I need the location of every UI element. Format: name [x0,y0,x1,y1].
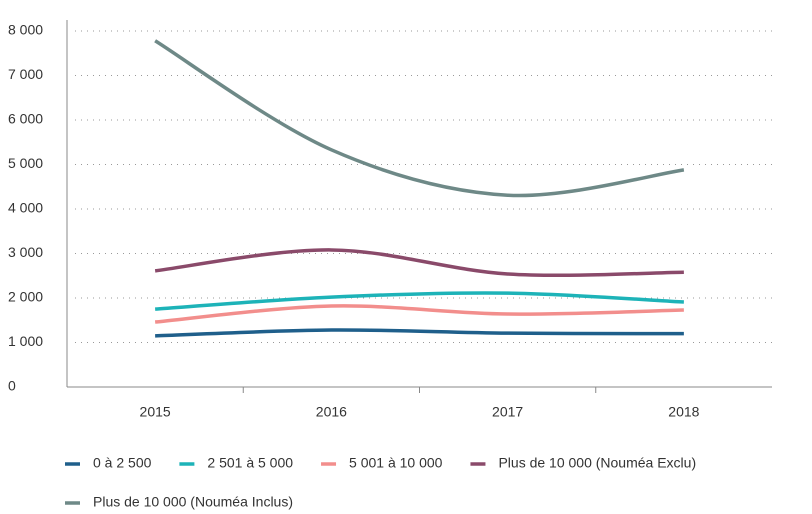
series-line [154,304,684,324]
legend-label: 0 à 2 500 [93,455,152,471]
x-tick-label: 2018 [668,404,699,420]
series-line [154,248,684,278]
y-tick-label: 6 000 [8,111,43,127]
y-tick-label: 0 [8,378,16,394]
legend-label: Plus de 10 000 (Nouméa Inclus) [93,494,293,510]
x-tick-label: 2016 [316,404,347,420]
y-tick-label: 7 000 [8,66,43,82]
y-tick-label: 4 000 [8,200,43,216]
y-tick-label: 8 000 [8,22,43,38]
y-tick-label: 1 000 [8,333,43,349]
legend-label: 2 501 à 5 000 [207,455,293,471]
y-tick-label: 5 000 [8,155,43,171]
x-tick-label: 2015 [140,404,171,420]
series-line [155,291,684,311]
y-tick-label: 3 000 [8,244,43,260]
series-line [154,39,685,198]
x-tick-label: 2017 [492,404,523,420]
y-tick-label: 2 000 [8,289,43,305]
series-line [155,328,684,338]
legend-label: Plus de 10 000 (Nouméa Exclu) [498,455,696,471]
legend-label: 5 001 à 10 000 [349,455,443,471]
